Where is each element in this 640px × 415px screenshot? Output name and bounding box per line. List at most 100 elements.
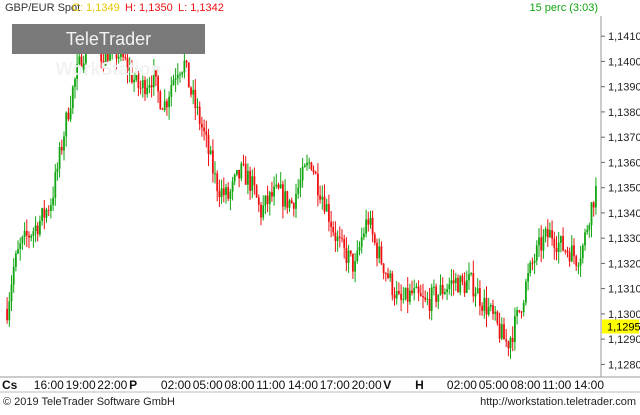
candle-body: [159, 91, 162, 109]
candle-body: [6, 308, 8, 321]
candle-body: [343, 238, 346, 248]
candle-body: [402, 299, 405, 301]
candle-body: [41, 208, 43, 221]
candle-body: [454, 278, 457, 284]
candle-body: [459, 276, 462, 293]
source-url-text: http://workstation.teletrader.com: [480, 396, 636, 408]
candle-body: [303, 165, 306, 167]
candle-body: [220, 188, 223, 197]
candle-body: [253, 176, 256, 186]
candle-body: [236, 170, 238, 175]
candle-body: [494, 311, 497, 314]
candle-body: [155, 70, 157, 77]
candle-body: [540, 237, 543, 251]
candle-body: [391, 273, 394, 295]
candle-body: [518, 310, 521, 312]
candle-body: [229, 191, 232, 199]
candle-body: [102, 61, 105, 66]
candle-body: [448, 284, 451, 290]
candle-body: [181, 72, 184, 75]
candle-body: [395, 291, 398, 299]
candle-body: [43, 208, 46, 218]
last-price-marker: [602, 319, 639, 334]
x-tick-label: 08:00: [510, 378, 540, 392]
candle-body: [25, 230, 28, 236]
candle-body: [264, 195, 267, 206]
x-tick-label: H: [415, 378, 424, 392]
instrument-label: GBP/EUR Spot: [5, 2, 80, 14]
y-tick-label: 1,1340: [608, 208, 640, 220]
candle-body: [80, 56, 83, 70]
candle-body: [247, 170, 249, 185]
candle-body: [500, 324, 503, 339]
candle-body: [152, 70, 155, 88]
candle-body: [446, 289, 448, 292]
candle-body: [295, 193, 297, 209]
y-tick-label: 1,1380: [608, 107, 640, 119]
candle-body: [358, 247, 361, 251]
candle-body: [522, 302, 525, 312]
candle-body: [555, 248, 558, 253]
candle-body: [461, 276, 464, 282]
candle-body: [172, 79, 175, 85]
candle-body: [380, 246, 383, 264]
candle-body: [575, 256, 578, 266]
candle-body: [531, 262, 534, 264]
candle-body: [588, 225, 591, 230]
candle-body: [595, 186, 597, 208]
candle-body: [144, 80, 146, 95]
candle-body: [505, 339, 508, 342]
y-tick-label: 1,1350: [608, 183, 640, 195]
candle-body: [168, 96, 170, 108]
candle-body: [551, 230, 553, 239]
candle-body: [10, 284, 13, 302]
candle-body: [570, 245, 573, 262]
candle-body: [566, 250, 569, 253]
y-axis: 1,1280 1,1290 1,1300 1,1310 1,1320 1,1330 1,13…: [601, 31, 640, 371]
candle-body: [568, 252, 571, 262]
candle-body: [369, 217, 372, 225]
watermark-text-regular: TeleTrader: [65, 29, 152, 49]
candle-body: [487, 306, 490, 315]
candle-body: [233, 174, 236, 182]
candle-body: [365, 219, 367, 234]
candle-body: [533, 260, 536, 263]
candle-body: [417, 286, 420, 294]
candle-body: [367, 219, 370, 225]
candle-body: [557, 242, 560, 252]
candle-body: [52, 197, 54, 206]
candle-body: [65, 112, 68, 137]
candle-body: [163, 101, 166, 110]
candle-body: [306, 162, 308, 166]
candle-body: [441, 285, 444, 294]
y-tick-label: 1,1370: [608, 132, 640, 144]
candle-body: [137, 73, 140, 88]
candle-body: [60, 147, 63, 151]
candle-body: [34, 225, 37, 231]
candle-body: [148, 85, 151, 88]
candle-body: [341, 237, 343, 239]
candle-body: [273, 186, 275, 197]
candle-body: [166, 101, 168, 108]
low-value-label: L: 1,1342: [178, 2, 224, 14]
candle-body: [409, 290, 411, 302]
candle-body: [268, 192, 271, 204]
candle-body: [474, 293, 477, 297]
candle-body: [12, 266, 15, 285]
x-tick-label: 16:00: [34, 378, 64, 392]
teletrader-watermark: TeleTrader WorkStation: [12, 24, 205, 79]
y-tick-label: 1,1330: [608, 233, 640, 245]
candle-body: [161, 108, 164, 110]
candle-body: [275, 184, 278, 187]
candle-body: [15, 253, 17, 267]
candle-body: [373, 234, 376, 243]
candle-body: [32, 231, 35, 236]
candle-body: [422, 296, 424, 298]
candle-body: [363, 233, 365, 238]
candle-body: [529, 262, 532, 273]
candle-body: [277, 184, 280, 188]
close-value-label: C: 1,1349: [72, 2, 120, 14]
candle-body: [290, 200, 293, 204]
x-tick-label: 19:00: [66, 378, 96, 392]
